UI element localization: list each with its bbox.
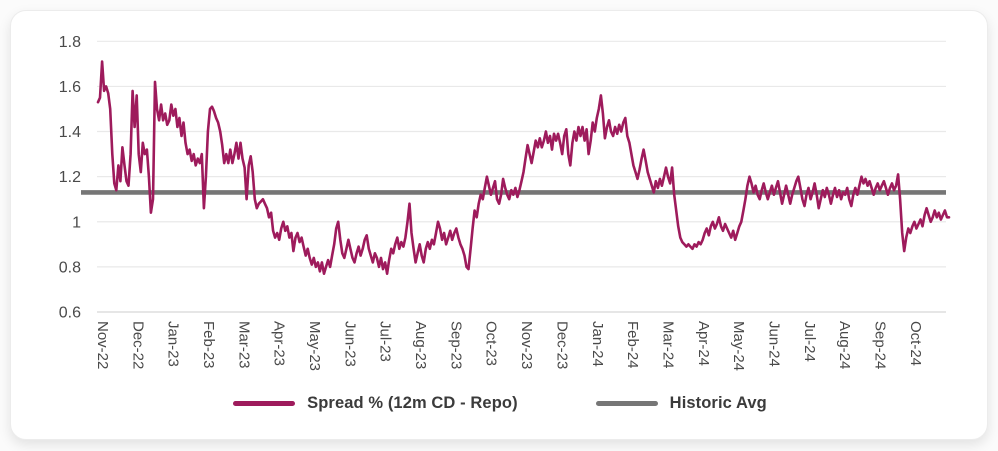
x-tick-label: Mar-24	[659, 321, 676, 369]
x-tick-label: Jan-24	[589, 321, 606, 367]
legend-label-spread: Spread % (12m CD - Repo)	[307, 394, 518, 412]
x-tick-label: Jul-24	[801, 321, 818, 362]
y-tick-label: 1	[72, 214, 81, 231]
x-tick-label: Apr-24	[695, 321, 712, 366]
x-tick-label: Sep-23	[447, 321, 464, 369]
x-tick-label: May-24	[730, 321, 747, 371]
x-tick-label: Nov-23	[518, 321, 535, 369]
y-tick-label: 1.8	[59, 34, 81, 51]
x-tick-label: Dec-22	[129, 321, 146, 369]
spread-line	[96, 60, 951, 276]
x-tick-label: Oct-24	[907, 321, 924, 366]
x-tick-label: Nov-22	[94, 321, 111, 369]
avg-line-swatch-icon	[595, 401, 658, 406]
chart-legend: Spread % (12m CD - Repo) Historic Avg	[11, 394, 989, 413]
y-tick-label: 0.8	[59, 259, 81, 276]
x-tick-label: Feb-24	[624, 321, 641, 369]
chart-plot-area: 0.6 0.8 1 1.2 1.4 1.6 1.8 Nov-22 Dec-22 Jan-23 Feb…	[11, 11, 989, 391]
legend-entry-avg: Historic Avg	[595, 394, 767, 413]
x-tick-label: Jun-24	[765, 321, 782, 367]
x-tick-label: Dec-23	[553, 321, 570, 369]
x-tick-label: Feb-23	[200, 321, 217, 369]
legend-entry-spread: Spread % (12m CD - Repo)	[233, 394, 518, 413]
x-tick-label: May-23	[306, 321, 323, 371]
y-tick-label: 0.6	[59, 305, 81, 322]
x-tick-label: Aug-24	[836, 321, 853, 369]
y-tick-label: 1.6	[59, 79, 81, 96]
spread-line-swatch-icon	[233, 401, 296, 406]
legend-label-avg: Historic Avg	[669, 394, 767, 412]
chart-card: 0.6 0.8 1 1.2 1.4 1.6 1.8 Nov-22 Dec-22 Jan-23 Feb…	[10, 10, 988, 440]
x-tick-label: Jun-23	[341, 321, 358, 367]
x-tick-label: Sep-24	[871, 321, 888, 369]
x-tick-label: Apr-23	[271, 321, 288, 366]
x-tick-label: Mar-23	[235, 321, 252, 369]
y-tick-label: 1.4	[59, 124, 81, 141]
x-tick-label: Oct-23	[483, 321, 500, 366]
y-tick-label: 1.2	[59, 169, 81, 186]
x-tick-label: Jan-23	[165, 321, 182, 367]
x-tick-label: Aug-23	[412, 321, 429, 369]
x-tick-label: Jul-23	[377, 321, 394, 362]
